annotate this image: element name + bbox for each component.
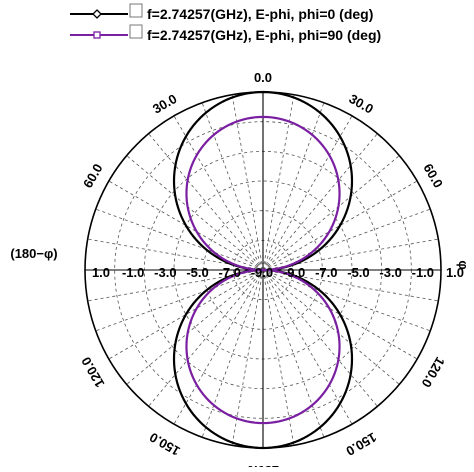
angular-tick-label: 120.0 [78, 354, 107, 390]
angular-tick-label: 150.0 [343, 430, 379, 459]
radial-tick-label: 1.0 [446, 265, 464, 280]
angular-tick-label: 180.0 [247, 463, 280, 467]
pattern-curve-2 [185, 115, 341, 425]
radial-tick-label: -3.0 [154, 265, 176, 280]
radial-tick-label: -7.0 [219, 265, 241, 280]
tick-labels: 1.0 -1.0 -3.0 -5.0 -7.0 -9.0 -9.0 -7.0 -5.0 -3.0-… [10, 70, 471, 472]
angular-tick-label: 150.0 [147, 430, 183, 459]
angular-tick-label: 120.0 [419, 354, 448, 390]
radial-tick-label: -3.0 [379, 265, 401, 280]
angular-tick-label: (180−φ) [10, 246, 57, 261]
angular-tick-label: 60.0 [420, 161, 446, 190]
legend-marker-1 [92, 9, 102, 19]
radial-tick-label: -9.0 [283, 265, 305, 280]
radial-tick-label: -7.0 [315, 265, 337, 280]
grid-spoke [95, 208, 264, 271]
radial-tick-label: -9.0 [251, 265, 273, 280]
radial-tick-label: -5.0 [347, 265, 369, 280]
grid-spoke [201, 269, 264, 438]
radial-tick-label: 1.0 [92, 265, 110, 280]
legend-entry-1: f=2.74257(GHz), E-phi, phi=0 (deg) [147, 6, 373, 22]
grid-spoke [262, 102, 325, 271]
grid-spoke [262, 208, 431, 271]
angular-tick-label: φ [456, 260, 471, 269]
angular-tick-label: 0.0 [254, 70, 272, 85]
legend-entry-2: f=2.74257(GHz), E-phi, phi=90 (deg) [147, 27, 381, 43]
pattern-curve-1 [172, 90, 354, 450]
legend-marker-2 [93, 31, 101, 39]
legend[interactable]: f=2.74257(GHz), E-phi, phi=0 (deg) f=2.74… [70, 3, 381, 43]
legend-checkbox-1[interactable] [129, 3, 143, 18]
radial-tick-label: -5.0 [186, 265, 208, 280]
angular-tick-label: 30.0 [347, 91, 376, 117]
grid-spoke [201, 102, 264, 271]
radial-tick-label: -1.0 [412, 265, 434, 280]
angular-tick-label: 60.0 [80, 161, 106, 190]
angular-tick-label: 30.0 [150, 91, 179, 117]
pattern-curves [172, 90, 354, 450]
radial-tick-label: -1.0 [122, 265, 144, 280]
legend-checkbox-2[interactable] [129, 24, 143, 39]
